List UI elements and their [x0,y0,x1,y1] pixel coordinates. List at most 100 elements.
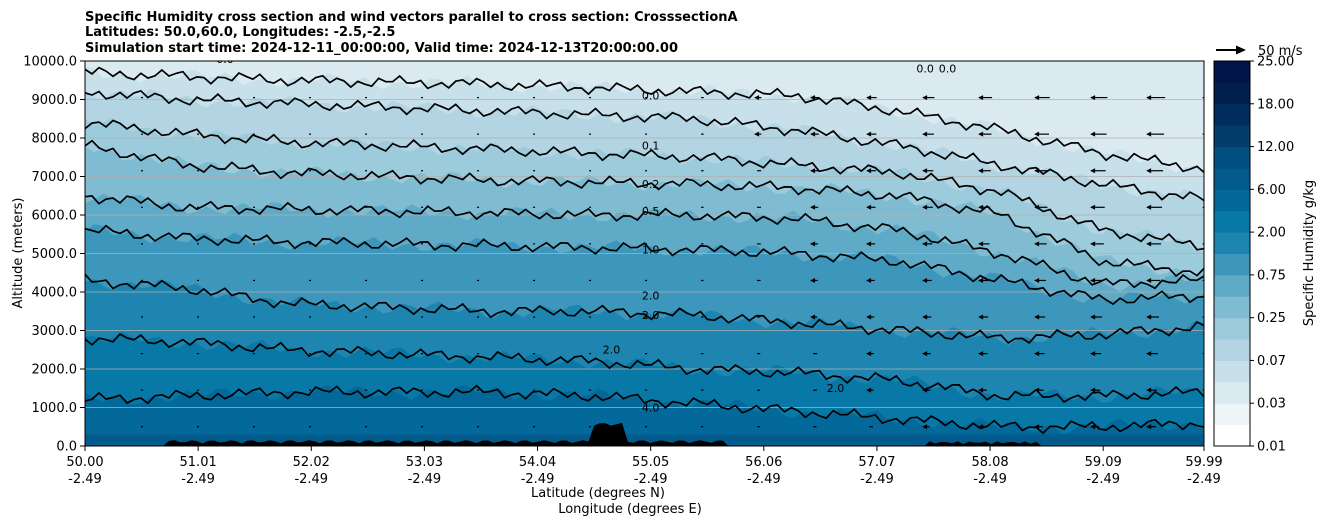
x-tick-label-lat-2: 52.02 [293,455,330,470]
y-tick-label-10: 10000.0 [23,55,77,70]
colorbar: 0.01 0.03 0.07 0.25 0.75 2.00 6.00 12.00 18.00 25… [1214,55,1294,455]
quiver-key-arrowhead [1236,45,1246,55]
colorbar-segment-16 [1214,82,1250,105]
contour-labels: 0.0 0.1 0.2 0.5 1.0 2.0 2.0 2.0 2.0 4.0 0.0 0.0 0.0 [216,53,956,414]
wind-vector-head [810,277,816,283]
wind-vector-head [754,131,760,137]
contour-label-7: 2.0 [603,344,621,357]
x-tick-label-lat-1: 51.01 [180,455,217,470]
wind-vector-head [866,131,872,137]
wind-vector-head [1034,424,1040,430]
wind-vector-head [866,314,872,320]
wind-vector-head [1090,314,1096,320]
colorbar-segment-0 [1214,424,1250,447]
wind-vector-head [1034,351,1040,357]
colorbar-tick-label-8: 18.00 [1257,97,1294,112]
wind-vector-head [978,314,984,320]
wind-vector-head [1146,131,1152,137]
gridlines [85,99,1204,408]
colorbar-frame [1213,60,1251,447]
wind-vector-head [1258,241,1263,246]
wind-vector-head [810,241,816,247]
colorbar-segment-10 [1214,210,1250,233]
colorbar-segment-1 [1214,403,1250,426]
wind-vector-head [1146,241,1152,247]
contour-label-5: 2.0 [642,290,660,303]
wind-vector-head [922,204,928,210]
wind-vector-head [1146,387,1152,393]
wind-vector-head [810,314,816,320]
wind-vector-head [1090,204,1096,210]
colorbar-segment-4 [1214,339,1250,361]
colorbar-tick-label-5: 2.00 [1257,226,1286,241]
wind-vector-head [1090,424,1096,430]
wind-vector-head [922,131,928,137]
colorbar-tick-label-1: 0.03 [1257,397,1286,412]
colorbar-tick-label-6: 6.00 [1257,183,1286,198]
wind-vectors [141,95,1263,430]
wind-vector-head [1090,351,1096,357]
y-axis-label: Altitude (meters) [11,198,26,309]
contour-line-4 [85,195,1204,290]
x-tick-label-lat-3: 53.03 [406,455,443,470]
y-tick-label-2: 2000.0 [32,363,78,378]
wind-vector-head [1146,351,1152,357]
colorbar-label: Specific Humidity g/kg [1302,180,1317,326]
wind-vector-head [922,277,928,283]
colorbar-segment-9 [1214,232,1250,254]
x-tick-label-lon-10: -2.49 [1187,472,1221,487]
wind-vector-head [1258,205,1263,210]
x-label-longitude: Longitude (degrees E) [558,502,702,517]
colorbar-segment-14 [1214,125,1250,148]
contour-line-5 [85,224,1204,306]
colorbar-tick-label-3: 0.25 [1257,311,1286,326]
x-tick-label-lon-1: -2.49 [181,472,215,487]
colorbar-segment-15 [1214,103,1250,126]
contour-line-8 [85,384,1204,435]
contour-line-2 [85,119,1204,251]
wind-vector-head [978,351,984,357]
wind-vector-head [810,204,816,210]
wind-vector-head [1090,241,1096,247]
x-tick-label-lat-4: 54.04 [519,455,556,470]
wind-vector-head [1258,388,1263,393]
x-tick-label-lat-9: 59.09 [1085,455,1122,470]
contour-line-0 [85,66,1204,174]
wind-vector-head [1146,168,1152,174]
wind-vector-head [978,95,984,101]
wind-vector-head [978,131,984,137]
chart-title-line-3: Simulation start time: 2024-12-11_00:00:… [85,41,678,56]
colorbar-tick-label-9: 25.00 [1257,55,1294,70]
x-label-latitude: Latitude (degrees N) [531,486,665,501]
wind-vector-head [1146,95,1152,101]
colorbar-segment-12 [1214,167,1250,190]
chart-title-line-2: Latitudes: 50.0,60.0, Longitudes: -2.5,-… [85,25,395,40]
colorbar-segment-13 [1214,146,1250,169]
x-tick-label-lon-5: -2.49 [634,472,668,487]
wind-vector-head [922,314,928,320]
wind-vector-head [810,131,816,137]
colorbar-segment-11 [1214,189,1250,212]
wind-vector-head [1034,168,1040,174]
contour-line-6 [85,273,1204,345]
wind-vector-head [1090,277,1096,283]
x-tick-label-lon-6: -2.49 [747,472,781,487]
x-tick-label-lon-0: -2.49 [68,472,102,487]
contour-label-0: 0.0 [642,90,660,103]
contour-label-4: 1.0 [642,244,660,257]
contour-line-3 [85,139,1204,278]
wind-vector-head [1258,168,1263,173]
humidity-band-9 [85,385,1204,446]
contour-label-11: 0.0 [916,63,934,76]
contour-line-7 [85,333,1204,403]
wind-vector-head [978,277,984,283]
wind-vector-head [1090,387,1096,393]
wind-vector-head [1090,131,1096,137]
wind-vector-head [866,204,872,210]
wind-vector-head [866,168,872,174]
terrain [85,422,1204,446]
wind-vector-head [922,387,928,393]
y-tick-label-1: 1000.0 [32,401,78,416]
wind-vector-head [978,204,984,210]
contour-label-10: 0.0 [216,53,234,66]
